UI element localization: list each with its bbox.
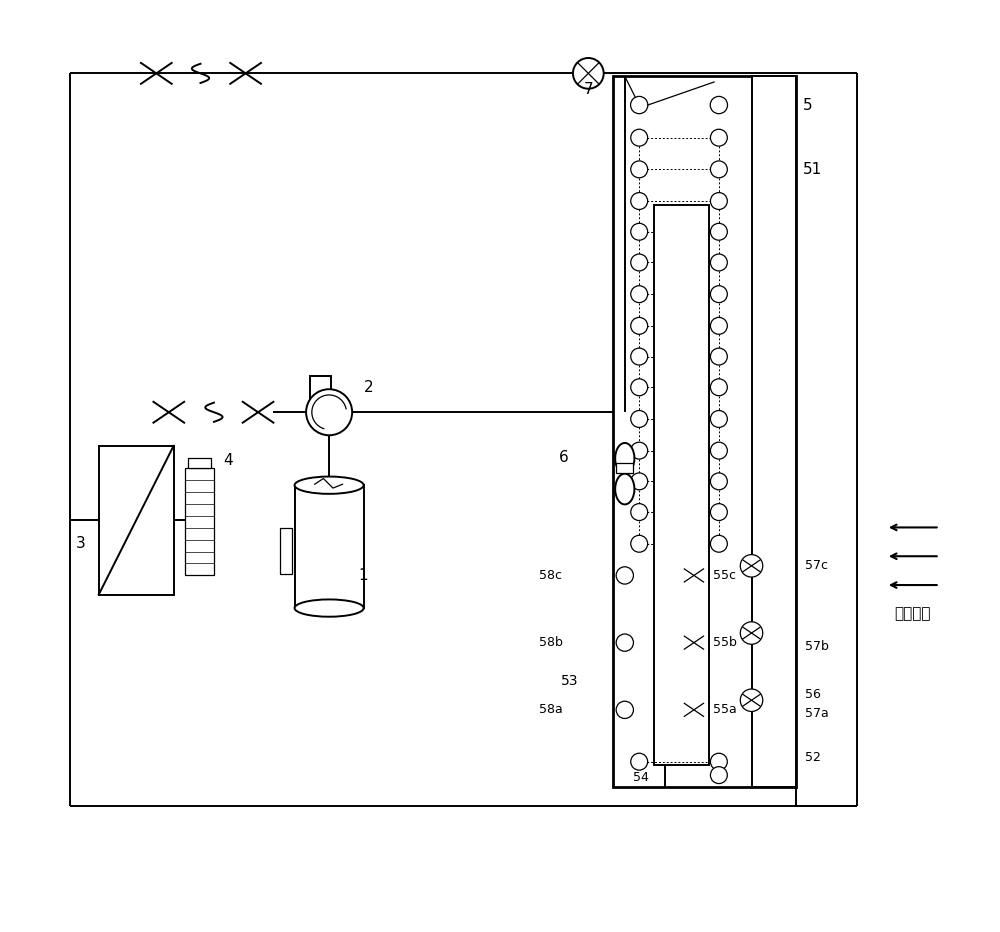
Circle shape — [631, 286, 648, 303]
Circle shape — [710, 286, 727, 303]
Circle shape — [631, 96, 648, 114]
Text: 57a: 57a — [805, 707, 829, 720]
Circle shape — [631, 193, 648, 210]
Circle shape — [631, 254, 648, 271]
Circle shape — [740, 689, 763, 711]
Text: 56: 56 — [805, 688, 821, 701]
Text: 7: 7 — [584, 82, 593, 97]
Circle shape — [616, 634, 633, 651]
Circle shape — [306, 390, 352, 435]
Text: 55c: 55c — [713, 569, 736, 582]
Circle shape — [710, 442, 727, 459]
Circle shape — [631, 161, 648, 178]
Text: 55b: 55b — [713, 637, 737, 650]
Circle shape — [631, 503, 648, 521]
Text: 51: 51 — [802, 162, 822, 177]
Bar — [99, 445, 174, 595]
Bar — [616, 463, 633, 473]
Circle shape — [740, 555, 763, 577]
Circle shape — [740, 622, 763, 644]
Bar — [280, 528, 292, 574]
Circle shape — [710, 318, 727, 335]
Text: 5: 5 — [802, 98, 812, 113]
Text: 57b: 57b — [805, 640, 829, 653]
Text: 6: 6 — [559, 450, 569, 465]
Circle shape — [631, 349, 648, 365]
Text: 58a: 58a — [539, 704, 562, 717]
Circle shape — [710, 130, 727, 146]
Circle shape — [631, 224, 648, 240]
Circle shape — [631, 378, 648, 396]
Text: 3: 3 — [76, 536, 85, 551]
Bar — [752, 76, 796, 787]
Circle shape — [710, 96, 728, 114]
Ellipse shape — [615, 473, 634, 504]
Circle shape — [631, 535, 648, 552]
Text: 进风方向: 进风方向 — [895, 607, 931, 622]
Text: 54: 54 — [633, 771, 649, 784]
Text: 58c: 58c — [539, 569, 562, 582]
Text: 4: 4 — [224, 453, 233, 468]
Circle shape — [710, 410, 727, 428]
Bar — [188, 459, 211, 468]
Circle shape — [616, 567, 633, 584]
Circle shape — [631, 753, 648, 770]
Text: 55a: 55a — [713, 704, 737, 717]
Circle shape — [710, 473, 727, 490]
Circle shape — [710, 767, 727, 784]
Circle shape — [616, 701, 633, 719]
Circle shape — [710, 161, 727, 178]
Circle shape — [573, 58, 604, 89]
Circle shape — [710, 254, 727, 271]
Circle shape — [710, 349, 727, 365]
Bar — [613, 76, 796, 787]
Bar — [310, 376, 331, 412]
Circle shape — [710, 224, 727, 240]
Circle shape — [710, 753, 727, 770]
Text: 58b: 58b — [539, 637, 562, 650]
Circle shape — [631, 442, 648, 459]
Circle shape — [631, 130, 648, 146]
Circle shape — [631, 473, 648, 490]
Text: 52: 52 — [805, 751, 821, 764]
Circle shape — [710, 378, 727, 396]
Circle shape — [710, 503, 727, 521]
Ellipse shape — [295, 476, 364, 494]
Text: 53: 53 — [561, 674, 579, 688]
Ellipse shape — [615, 443, 634, 473]
Text: 57c: 57c — [805, 559, 828, 572]
Circle shape — [710, 193, 727, 210]
Ellipse shape — [295, 599, 364, 617]
Bar — [185, 468, 214, 575]
Bar — [295, 486, 364, 608]
Circle shape — [631, 318, 648, 335]
Text: 1: 1 — [358, 568, 368, 582]
Bar — [654, 205, 709, 764]
Text: 2: 2 — [364, 379, 373, 395]
Circle shape — [631, 410, 648, 428]
Circle shape — [710, 535, 727, 552]
